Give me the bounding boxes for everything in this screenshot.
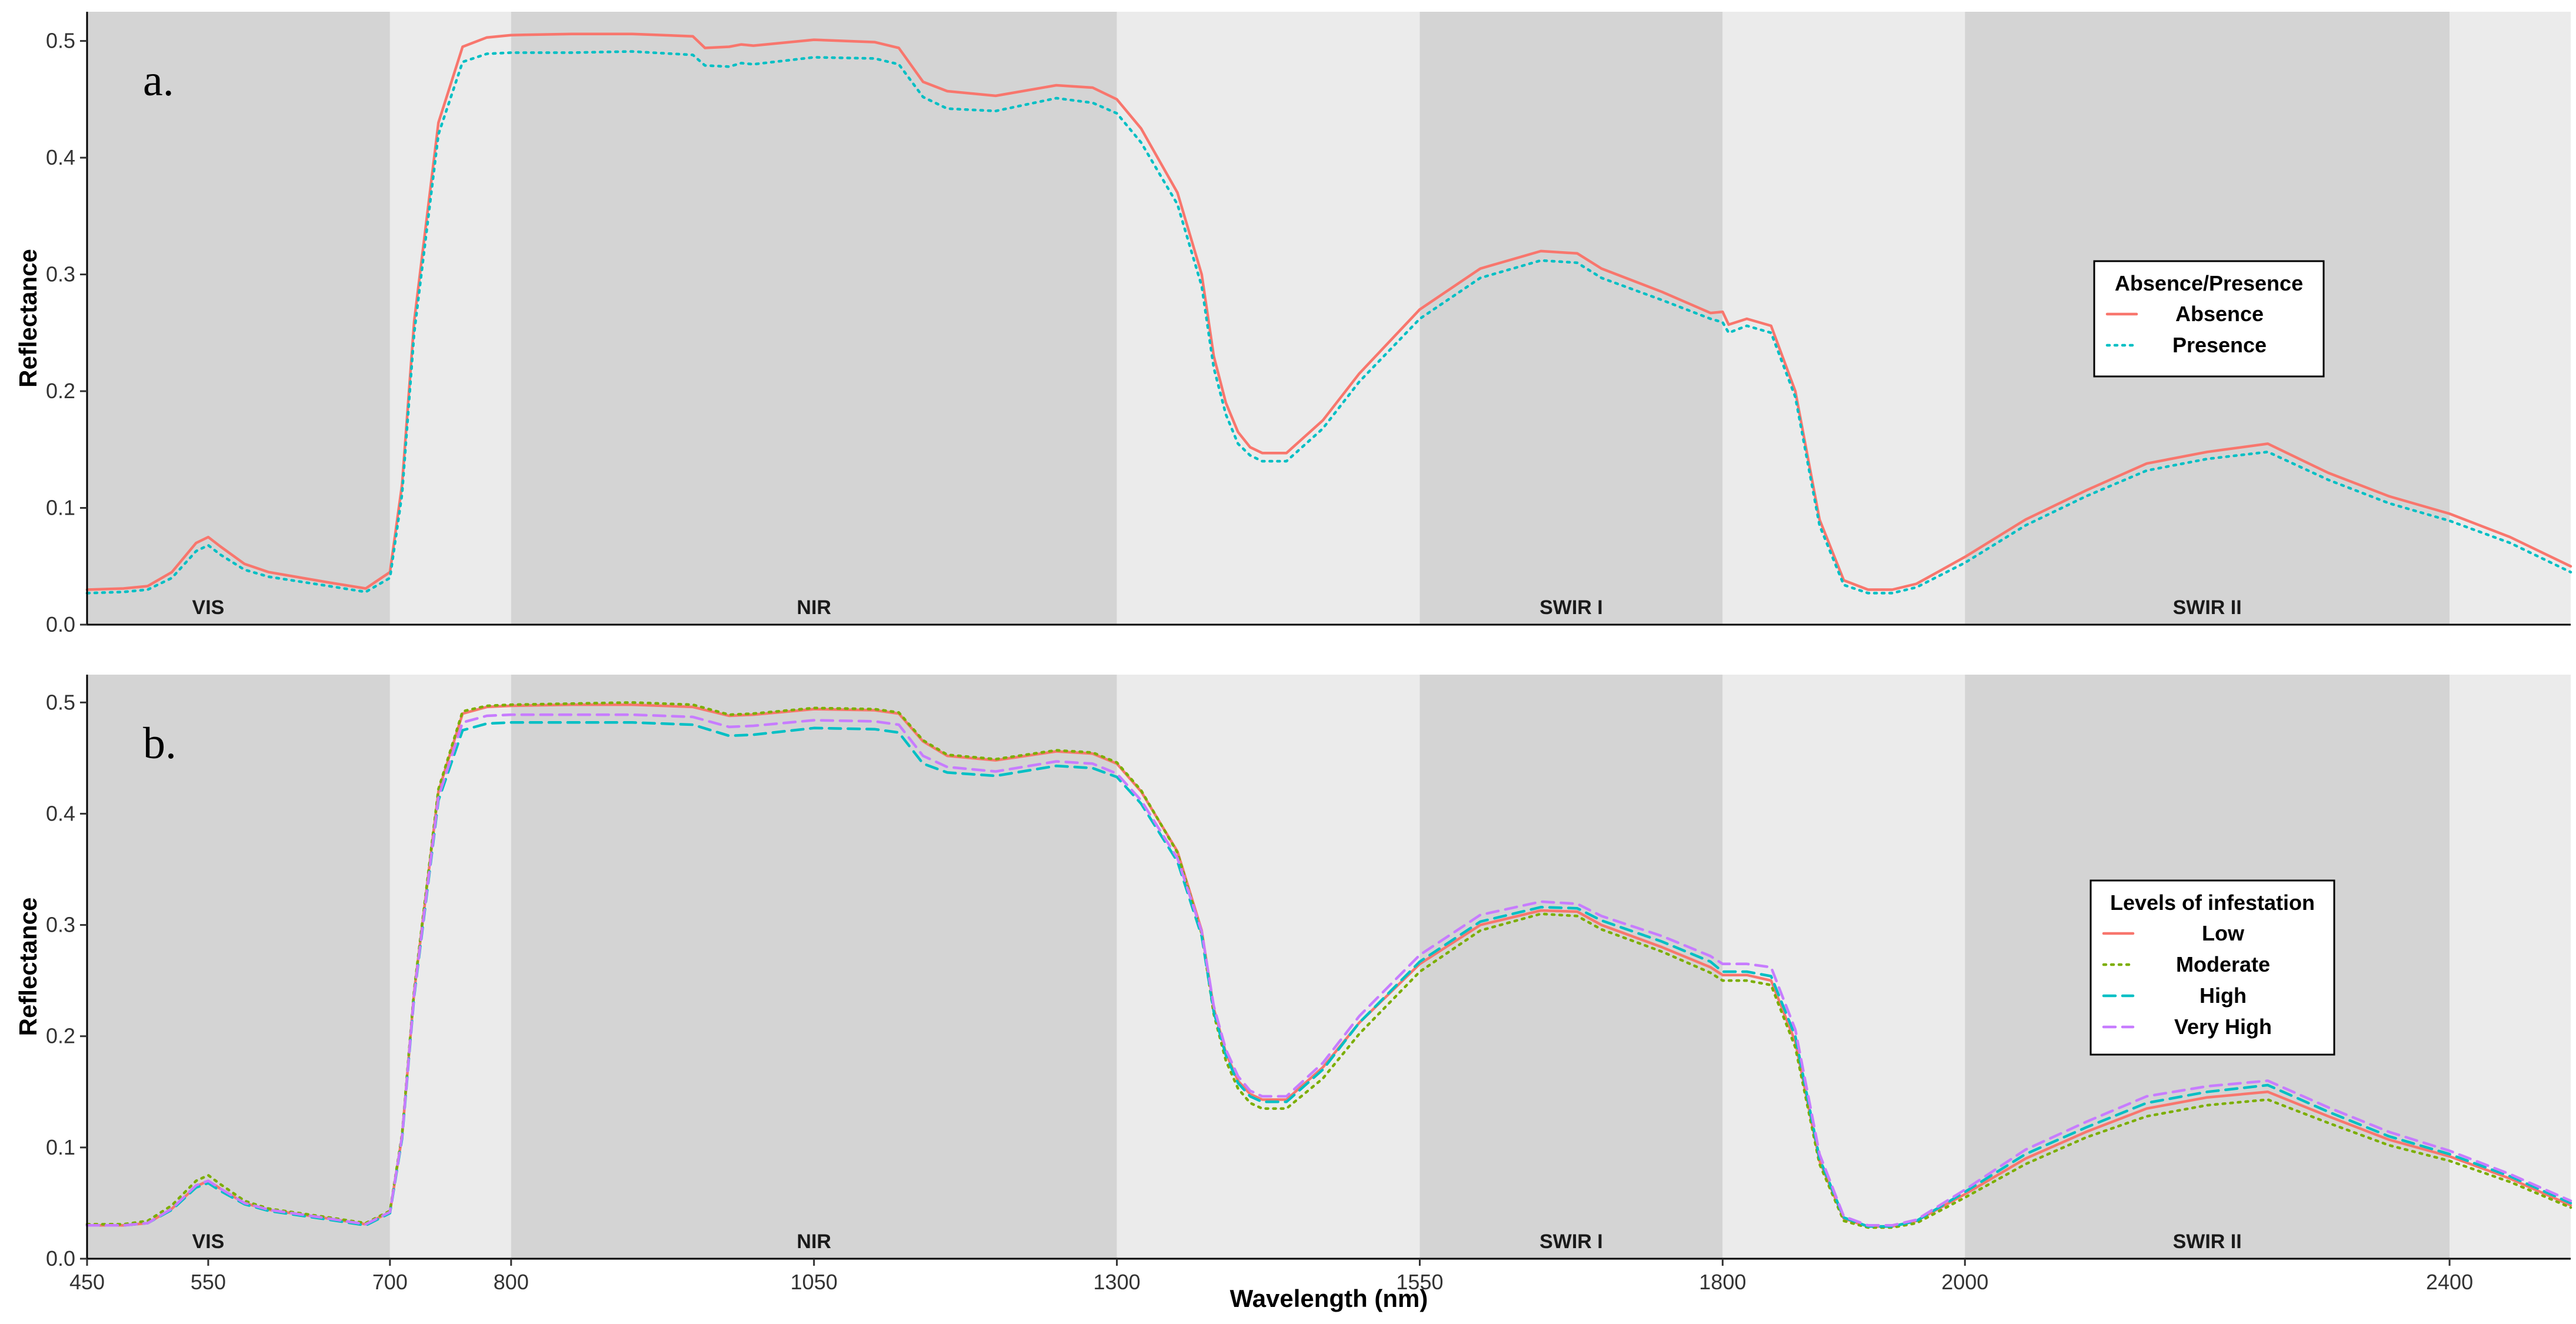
x-tick-label: 1550 (1396, 1270, 1443, 1294)
legend-entry: Low (2202, 921, 2245, 945)
x-tick-label: 2400 (2426, 1270, 2473, 1294)
band-region (1722, 12, 1965, 625)
legend-entry: Absence (2175, 302, 2264, 326)
band-region (87, 12, 390, 625)
x-tick-label: 1300 (1094, 1270, 1141, 1294)
x-tick-label: 1800 (1699, 1270, 1746, 1294)
legend-entry: Very High (2174, 1015, 2272, 1039)
band-label: VIS (192, 596, 225, 619)
x-axis-title: Wavelength (nm) (1230, 1285, 1428, 1312)
panel-label: a. (143, 56, 174, 105)
chart-panel-a: VIS NIR SWIR I SWIR II a. 0.0 0.1 0.2 0.3 0.4 0.5 R… (14, 12, 2572, 636)
y-tick-label: 0.0 (46, 1246, 75, 1270)
legend-box (2090, 879, 2335, 1056)
band-label: SWIR II (2173, 596, 2242, 619)
band-region (511, 675, 1117, 1259)
legend-entry: High (2200, 983, 2247, 1008)
legend-title: Absence/Presence (2115, 271, 2303, 295)
band-region (1117, 12, 1420, 625)
band-label: NIR (797, 1230, 831, 1253)
y-axis-title: Reflectance (14, 898, 42, 1036)
band-region (1419, 675, 1723, 1259)
band-label: SWIR I (1539, 596, 1603, 619)
y-tick-label: 0.5 (46, 29, 75, 53)
y-tick-label: 0.3 (46, 913, 75, 937)
x-tick-label: 800 (494, 1270, 529, 1294)
panel-label: b. (143, 719, 176, 768)
y-tick-label: 0.1 (46, 496, 75, 520)
x-tick-label: 450 (69, 1270, 105, 1294)
band-region (1419, 12, 1723, 625)
x-tick-label: 700 (372, 1270, 408, 1294)
band-region (2450, 675, 2571, 1259)
y-tick-label: 0.4 (46, 801, 75, 825)
legend: Absence/Presence Absence Presence (2093, 260, 2325, 378)
band-region (511, 12, 1117, 625)
series-line-moderate (85, 701, 2572, 1229)
legend-title: Levels of infestation (2110, 891, 2315, 915)
band-region (389, 675, 511, 1259)
band-region (2450, 12, 2571, 625)
x-tick-label: 2000 (1941, 1270, 1988, 1294)
y-tick-label: 0.2 (46, 1024, 75, 1048)
legend-box (2093, 260, 2325, 378)
x-tick-label: 550 (191, 1270, 226, 1294)
band-region (389, 12, 511, 625)
band-region (1117, 675, 1420, 1259)
y-tick-label: 0.0 (46, 612, 75, 636)
y-tick-label: 0.2 (46, 379, 75, 403)
legend-entry: Moderate (2176, 952, 2270, 976)
series-line-very-high (85, 713, 2572, 1227)
y-tick-label: 0.3 (46, 262, 75, 286)
series-line-absence (85, 32, 2572, 591)
y-axis-title: Reflectance (14, 249, 42, 388)
chart-panel-b: VIS NIR SWIR I SWIR II b. 0.0 0.1 0.2 0.3 0.4 0.5 4… (14, 675, 2572, 1312)
y-tick-label: 0.5 (46, 690, 75, 714)
x-tick-label: 1050 (791, 1270, 838, 1294)
legend: Levels of infestation Low Moderate High Very… (2090, 879, 2335, 1056)
series-line-presence (85, 50, 2572, 595)
band-region (87, 675, 390, 1259)
legend-entry: Presence (2172, 333, 2267, 357)
band-label: SWIR I (1539, 1230, 1603, 1253)
band-label: VIS (192, 1230, 225, 1253)
y-tick-label: 0.4 (46, 145, 75, 169)
y-tick-label: 0.1 (46, 1135, 75, 1159)
band-label: NIR (797, 596, 831, 619)
band-label: SWIR II (2173, 1230, 2242, 1253)
